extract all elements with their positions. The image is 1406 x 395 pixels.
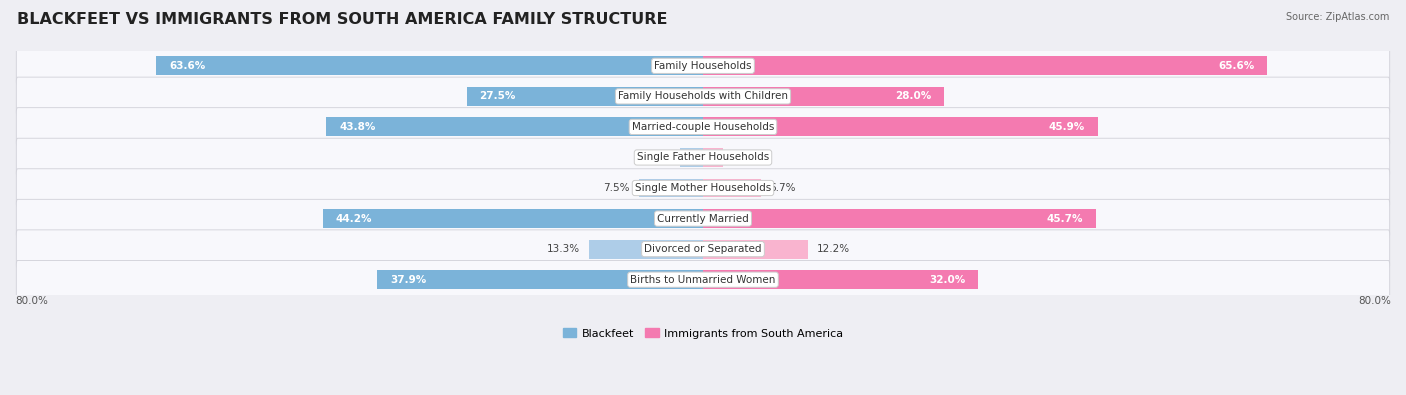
- FancyBboxPatch shape: [17, 230, 1389, 268]
- Text: 80.0%: 80.0%: [1358, 295, 1391, 306]
- Text: 2.7%: 2.7%: [645, 152, 671, 162]
- Bar: [703, 148, 723, 167]
- Text: Births to Unmarried Women: Births to Unmarried Women: [630, 275, 776, 285]
- Text: 44.2%: 44.2%: [336, 214, 373, 224]
- Bar: [703, 56, 1267, 75]
- Text: 7.5%: 7.5%: [603, 183, 630, 193]
- Text: 65.6%: 65.6%: [1218, 61, 1254, 71]
- Bar: [323, 209, 703, 228]
- Bar: [703, 117, 1098, 136]
- Text: Currently Married: Currently Married: [657, 214, 749, 224]
- FancyBboxPatch shape: [17, 260, 1389, 299]
- Text: 28.0%: 28.0%: [894, 91, 931, 102]
- Text: 32.0%: 32.0%: [929, 275, 966, 285]
- Text: 37.9%: 37.9%: [389, 275, 426, 285]
- Bar: [156, 56, 703, 75]
- Bar: [467, 87, 703, 106]
- Bar: [377, 270, 703, 289]
- Text: 43.8%: 43.8%: [339, 122, 375, 132]
- Bar: [589, 240, 703, 259]
- Text: 45.7%: 45.7%: [1046, 214, 1083, 224]
- Bar: [638, 179, 703, 198]
- Text: 13.3%: 13.3%: [547, 244, 581, 254]
- Bar: [703, 270, 979, 289]
- Legend: Blackfeet, Immigrants from South America: Blackfeet, Immigrants from South America: [558, 324, 848, 343]
- Text: 63.6%: 63.6%: [169, 61, 205, 71]
- Bar: [703, 87, 943, 106]
- FancyBboxPatch shape: [17, 138, 1389, 177]
- Text: 6.7%: 6.7%: [769, 183, 796, 193]
- Text: Married-couple Households: Married-couple Households: [631, 122, 775, 132]
- Text: 27.5%: 27.5%: [479, 91, 516, 102]
- Bar: [679, 148, 703, 167]
- Text: 45.9%: 45.9%: [1049, 122, 1085, 132]
- Text: Divorced or Separated: Divorced or Separated: [644, 244, 762, 254]
- FancyBboxPatch shape: [17, 108, 1389, 146]
- Bar: [703, 240, 808, 259]
- Text: Family Households with Children: Family Households with Children: [619, 91, 787, 102]
- Text: BLACKFEET VS IMMIGRANTS FROM SOUTH AMERICA FAMILY STRUCTURE: BLACKFEET VS IMMIGRANTS FROM SOUTH AMERI…: [17, 12, 668, 27]
- Bar: [703, 209, 1097, 228]
- Bar: [326, 117, 703, 136]
- FancyBboxPatch shape: [17, 77, 1389, 116]
- Bar: [703, 179, 761, 198]
- Text: Single Mother Households: Single Mother Households: [636, 183, 770, 193]
- Text: Single Father Households: Single Father Households: [637, 152, 769, 162]
- FancyBboxPatch shape: [17, 199, 1389, 238]
- FancyBboxPatch shape: [17, 47, 1389, 85]
- FancyBboxPatch shape: [17, 169, 1389, 207]
- Text: 2.3%: 2.3%: [731, 152, 758, 162]
- Text: 80.0%: 80.0%: [15, 295, 48, 306]
- Text: 12.2%: 12.2%: [817, 244, 849, 254]
- Text: Family Households: Family Households: [654, 61, 752, 71]
- Text: Source: ZipAtlas.com: Source: ZipAtlas.com: [1285, 12, 1389, 22]
